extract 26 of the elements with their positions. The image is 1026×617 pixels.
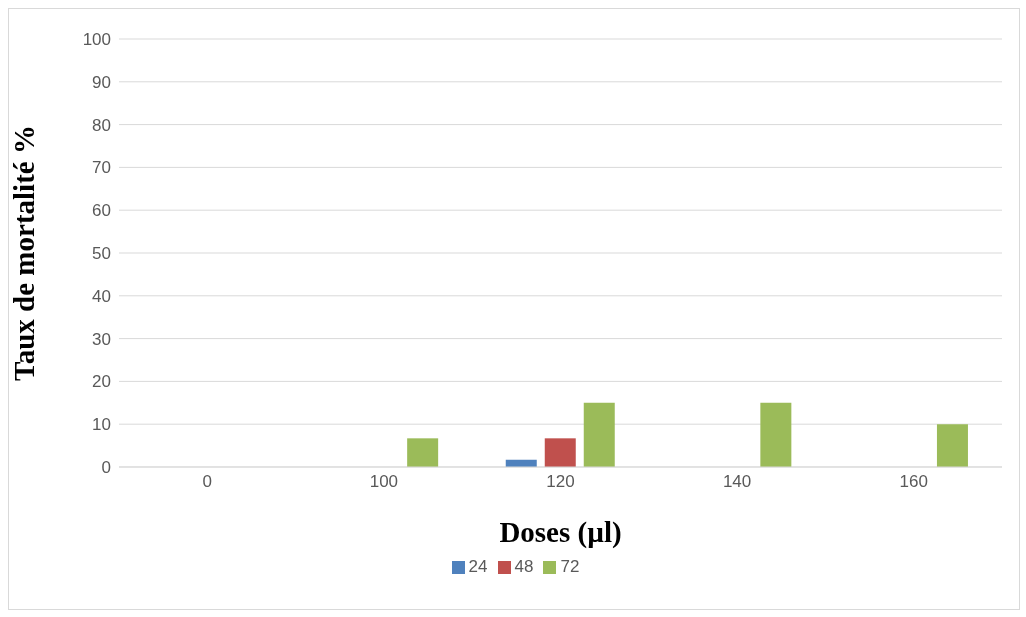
bar [544, 438, 576, 467]
y-tick-label: 0 [101, 458, 111, 478]
y-tick-label: 100 [82, 30, 111, 50]
x-tick-label: 0 [202, 472, 213, 492]
y-tick-label: 70 [92, 158, 111, 178]
y-tick-label: 10 [92, 415, 111, 435]
x-axis-title: Doses (µl) [499, 516, 622, 549]
x-tick-label: 100 [369, 472, 399, 492]
legend-label: 72 [560, 557, 580, 576]
x-tick-label: 140 [722, 472, 752, 492]
bar [760, 402, 792, 467]
y-tick-label: 60 [92, 201, 111, 221]
x-tick-label: 120 [546, 472, 575, 492]
y-tick-label: 50 [92, 244, 111, 264]
bar [936, 424, 968, 467]
bar [407, 438, 439, 467]
y-axis-title: Taux de mortalité % [8, 125, 41, 381]
y-tick-label: 90 [92, 72, 111, 92]
y-tick-label: 20 [92, 372, 111, 392]
y-tick-label: 30 [92, 329, 111, 349]
y-tick-label: 40 [92, 286, 111, 306]
x-tick-label: 160 [899, 472, 928, 492]
legend-label: 48 [514, 557, 534, 576]
bar [583, 402, 615, 467]
legend-label: 24 [468, 557, 488, 576]
y-tick-label: 80 [92, 115, 111, 135]
